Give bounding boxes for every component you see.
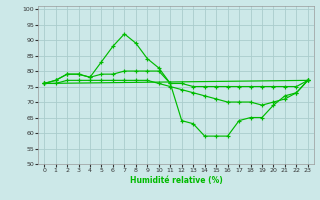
X-axis label: Humidité relative (%): Humidité relative (%) xyxy=(130,176,222,185)
